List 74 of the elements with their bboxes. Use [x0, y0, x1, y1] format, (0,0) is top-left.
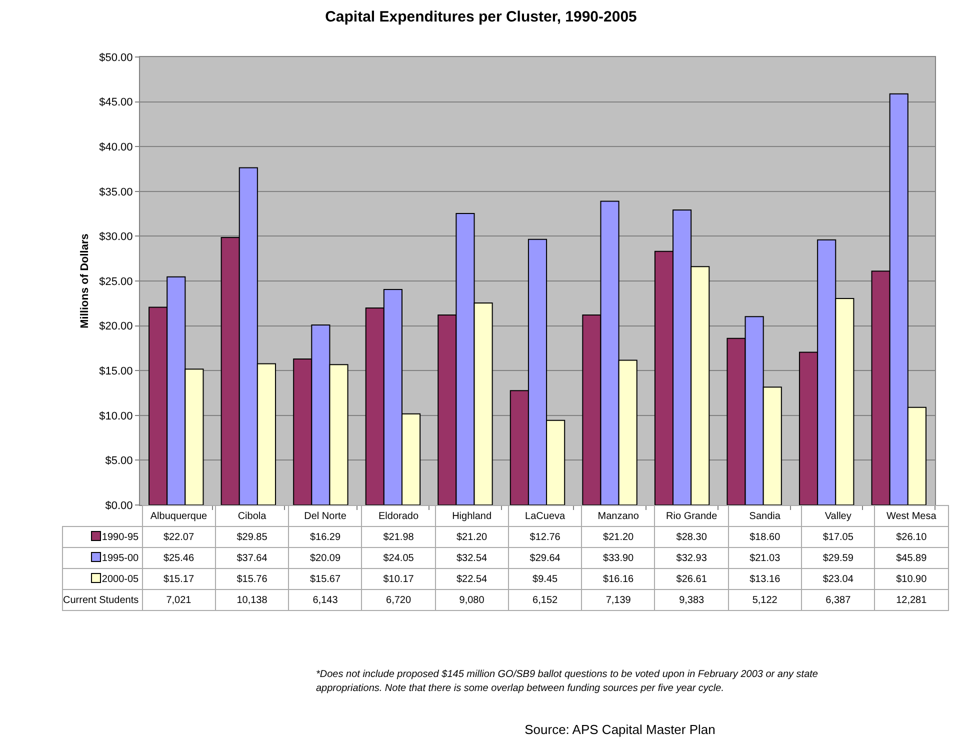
- data-label: $37.64: [215, 548, 289, 568]
- data-label: $9.45: [508, 568, 582, 590]
- data-label: $29.85: [215, 526, 289, 548]
- data-label: $21.03: [728, 548, 802, 568]
- data-label: $12.76: [508, 526, 582, 548]
- text: 5,122: [728, 590, 802, 610]
- data-label: $20.09: [288, 548, 362, 568]
- data-label: $10.90: [874, 568, 948, 590]
- text: 6,143: [288, 590, 362, 610]
- y-tick-label: $35.00: [99, 186, 133, 198]
- text: 12,281: [874, 590, 948, 610]
- data-label: $33.90: [582, 548, 655, 568]
- x-tick-label: Highland: [435, 506, 508, 526]
- data-label: $13.16: [728, 568, 802, 590]
- y-tick-label: $25.00: [99, 276, 133, 288]
- y-tick-label: $20.00: [99, 320, 133, 333]
- data-label: $15.67: [288, 568, 362, 590]
- data-label: $26.61: [654, 568, 728, 590]
- data-label: $18.60: [728, 526, 802, 548]
- text: 9,080: [435, 590, 508, 610]
- data-label: $24.05: [362, 548, 436, 568]
- y-tick-label: $40.00: [99, 141, 133, 154]
- text: 6,152: [508, 590, 582, 610]
- x-tick-label: Valley: [802, 506, 875, 526]
- text: 6,387: [802, 590, 875, 610]
- legend-label: 1990-95: [62, 526, 142, 548]
- y-tick-label: $10.00: [99, 410, 133, 422]
- y-tick-label: $30.00: [99, 231, 133, 244]
- data-label: $21.20: [582, 526, 655, 548]
- text: 7,021: [142, 590, 216, 610]
- data-label: $17.05: [802, 526, 875, 548]
- data-label: $26.10: [874, 526, 948, 548]
- chart-title: Capital Expenditures per Cluster, 1990-2005: [325, 8, 637, 26]
- legend-label: 2000-05: [62, 568, 142, 590]
- x-tick-label: Cibola: [215, 506, 289, 526]
- data-label: $16.29: [288, 526, 362, 548]
- data-label: $28.30: [654, 526, 728, 548]
- y-tick-label: $50.00: [99, 52, 133, 64]
- x-tick-label: Eldorado: [362, 506, 436, 526]
- text: 9,383: [654, 590, 728, 610]
- data-label: $22.07: [142, 526, 216, 548]
- y-axis-title: Millions of Dollars: [78, 234, 91, 328]
- x-tick-label: Albuquerque: [142, 506, 216, 526]
- data-label: $10.17: [362, 568, 436, 590]
- data-label: $16.16: [582, 568, 655, 590]
- data-label: $29.59: [802, 548, 875, 568]
- x-tick-label: Del Norte: [288, 506, 362, 526]
- y-tick-label: $5.00: [105, 455, 133, 468]
- y-tick-label: $0.00: [105, 500, 133, 512]
- legend-label: 1995-00: [62, 548, 142, 568]
- data-label: $32.93: [654, 548, 728, 568]
- data-label: $45.89: [874, 548, 948, 568]
- x-tick-label: Sandia: [728, 506, 802, 526]
- y-tick-label: $45.00: [99, 96, 133, 109]
- x-tick-label: LaCueva: [508, 506, 582, 526]
- data-label: $21.20: [435, 526, 508, 548]
- text: *Does not include proposed $145 million GO/SB9 ballot questions to be voted upon in February 2003 or any state appropriations. Note that there is some overlap between funding sources per five year cycle.: [316, 668, 819, 696]
- x-tick-label: Rio Grande: [654, 506, 728, 526]
- text: 10,138: [215, 590, 289, 610]
- data-label: $23.04: [802, 568, 875, 590]
- data-label: $15.17: [142, 568, 216, 590]
- text: 7,139: [582, 590, 655, 610]
- text: Current Students: [62, 590, 142, 610]
- y-tick-label: $15.00: [99, 365, 133, 378]
- data-label: $32.54: [435, 548, 508, 568]
- data-label: $25.46: [142, 548, 216, 568]
- data-label: $21.98: [362, 526, 436, 548]
- text: 6,720: [362, 590, 436, 610]
- data-label: $22.54: [435, 568, 508, 590]
- data-label: $15.76: [215, 568, 289, 590]
- x-tick-label: Manzano: [582, 506, 655, 526]
- source-note: Source: APS Capital Master Plan: [524, 722, 716, 737]
- data-label: $29.64: [508, 548, 582, 568]
- x-tick-label: West Mesa: [874, 506, 948, 526]
